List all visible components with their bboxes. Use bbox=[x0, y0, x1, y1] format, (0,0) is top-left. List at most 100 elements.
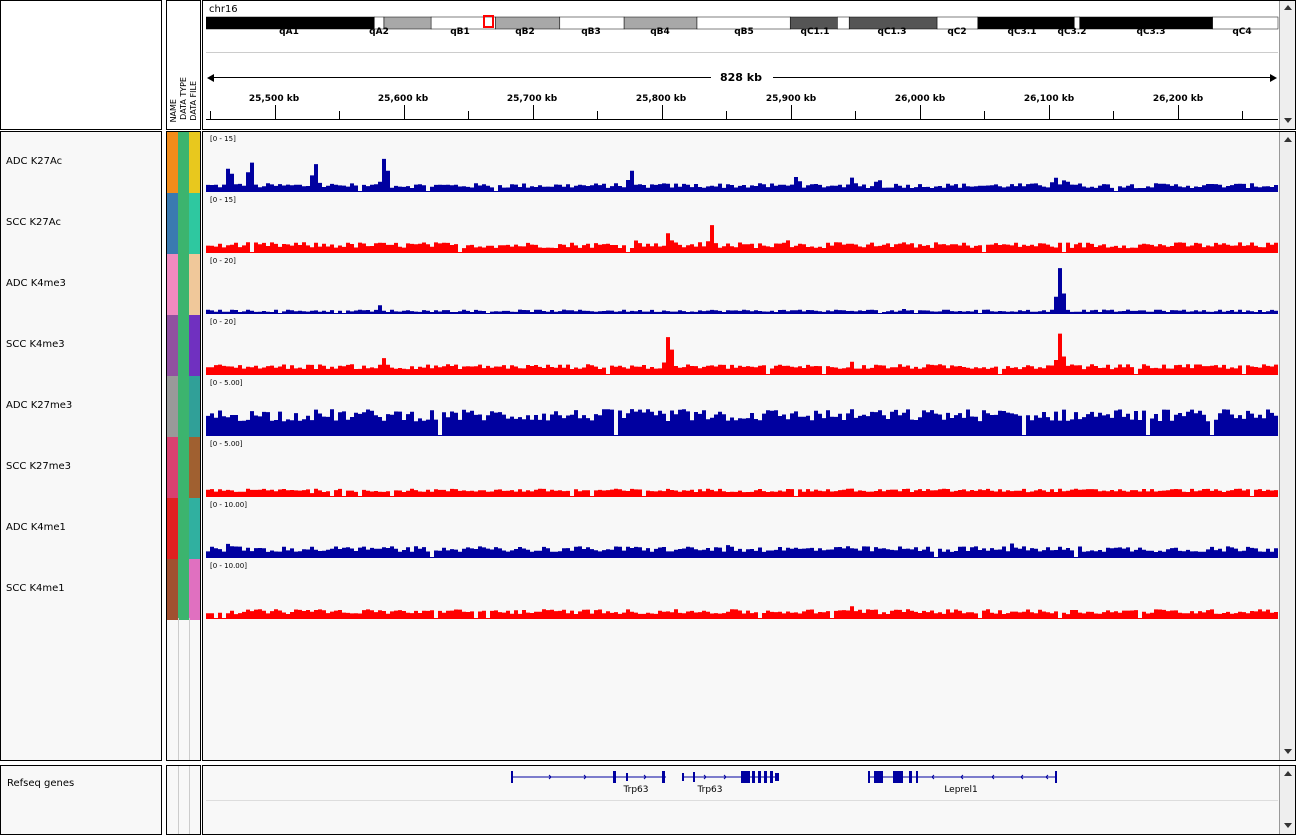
scroll-up-icon[interactable] bbox=[1284, 137, 1292, 142]
attr-cell-data-type[interactable] bbox=[178, 193, 189, 254]
gene-label[interactable]: Leprel1 bbox=[944, 785, 977, 795]
strand-arrow-icon bbox=[1045, 774, 1049, 780]
chromosome-ideogram[interactable] bbox=[206, 16, 1282, 30]
scroll-down-icon[interactable] bbox=[1284, 823, 1292, 828]
scroll-up-icon[interactable] bbox=[1284, 5, 1292, 10]
gene-label[interactable]: Trp63 bbox=[696, 785, 722, 795]
attr-cell-data-type[interactable] bbox=[178, 315, 189, 376]
track-signal[interactable] bbox=[206, 225, 1278, 253]
attr-cell-name[interactable] bbox=[167, 559, 178, 620]
track-name[interactable]: SCC K27me3 bbox=[6, 461, 72, 472]
ruler-tick-label: 25,800 kb bbox=[635, 94, 687, 104]
attr-cell-data-file[interactable] bbox=[189, 254, 200, 315]
attr-cell-name[interactable] bbox=[167, 498, 178, 559]
exon[interactable] bbox=[511, 771, 513, 783]
attr-cell-name[interactable] bbox=[167, 254, 178, 315]
track-signal[interactable] bbox=[206, 333, 1278, 375]
attr-cell-data-file[interactable] bbox=[189, 376, 200, 437]
attr-cell-data-type[interactable] bbox=[178, 254, 189, 315]
track-data-range: [0 - 15] bbox=[210, 196, 236, 204]
attr-cell-data-file[interactable] bbox=[189, 437, 200, 498]
exon[interactable] bbox=[893, 771, 903, 783]
attr-cell-name[interactable] bbox=[167, 132, 178, 193]
attr-cell-name[interactable] bbox=[167, 193, 178, 254]
attr-cell-name[interactable] bbox=[167, 437, 178, 498]
ruler-tick-mark bbox=[1048, 105, 1050, 119]
exon[interactable] bbox=[775, 773, 779, 781]
track-name[interactable]: ADC K27Ac bbox=[6, 156, 63, 167]
attr-cell-data-type[interactable] bbox=[178, 132, 189, 193]
attr-cell-data-file[interactable] bbox=[189, 498, 200, 559]
track-name[interactable]: ADC K27me3 bbox=[6, 400, 73, 411]
scroll-up-icon[interactable] bbox=[1284, 771, 1292, 776]
exon[interactable] bbox=[874, 771, 883, 783]
ruler-tick-mark bbox=[274, 105, 276, 119]
scroll-down-icon[interactable] bbox=[1284, 749, 1292, 754]
exon[interactable] bbox=[613, 771, 616, 783]
attr-cell-data-type[interactable] bbox=[178, 376, 189, 437]
cytoband-label: qB1 bbox=[450, 27, 470, 37]
track-signal[interactable] bbox=[206, 268, 1278, 314]
strand-arrow-icon bbox=[1020, 774, 1024, 780]
exon[interactable] bbox=[626, 773, 628, 781]
scroll-down-icon[interactable] bbox=[1284, 118, 1292, 123]
signal-bars bbox=[206, 333, 1278, 375]
attr-header-data-type[interactable]: DATA TYPE bbox=[179, 77, 188, 120]
gene-plot[interactable]: Trp63 Trp63 Leprel1 bbox=[206, 766, 1281, 834]
attr-header-data-file[interactable]: DATA FILE bbox=[189, 81, 198, 121]
attr-cell-data-file[interactable] bbox=[189, 193, 200, 254]
exon[interactable] bbox=[909, 771, 912, 783]
ruler-tick-mark bbox=[339, 111, 340, 119]
cytoband-label: qA2 bbox=[369, 27, 389, 37]
gene-label[interactable]: Trp63 bbox=[622, 785, 648, 795]
exon[interactable] bbox=[693, 772, 695, 782]
track-signal[interactable] bbox=[206, 606, 1278, 619]
track-name[interactable]: SCC K27Ac bbox=[6, 217, 61, 228]
track-signal[interactable] bbox=[206, 409, 1278, 436]
track-signal[interactable] bbox=[206, 543, 1278, 559]
data-scrollbar[interactable] bbox=[1279, 132, 1295, 760]
exon[interactable] bbox=[682, 773, 684, 781]
ruler-tick-mark bbox=[1113, 111, 1114, 119]
track-name[interactable]: SCC K4me1 bbox=[6, 583, 65, 594]
attr-header-name[interactable]: NAME bbox=[169, 99, 178, 123]
attr-cell-data-file[interactable] bbox=[189, 132, 200, 193]
exon[interactable] bbox=[916, 771, 918, 783]
ideogram-current-region[interactable] bbox=[483, 15, 494, 28]
attr-cell-data-type[interactable] bbox=[178, 559, 189, 620]
exon[interactable] bbox=[741, 771, 750, 783]
gene-track-name[interactable]: Refseq genes bbox=[7, 778, 75, 789]
signal-bars bbox=[206, 488, 1278, 497]
attr-cell-data-type[interactable] bbox=[178, 437, 189, 498]
attr-cell-name[interactable] bbox=[167, 376, 178, 437]
exon[interactable] bbox=[1055, 771, 1057, 783]
header-scrollbar[interactable] bbox=[1279, 1, 1295, 129]
track-signal[interactable] bbox=[206, 488, 1278, 497]
cytoband-qC1.2[interactable] bbox=[837, 16, 850, 30]
exon[interactable] bbox=[752, 771, 755, 783]
attr-cell-name[interactable] bbox=[167, 315, 178, 376]
gene-scrollbar[interactable] bbox=[1279, 766, 1295, 834]
exon[interactable] bbox=[764, 771, 767, 783]
exon[interactable] bbox=[868, 771, 870, 783]
tracks-plot[interactable]: [0 - 15] [0 - 15] [0 - 20] [0 - 20] [0 - 5.0… bbox=[206, 132, 1281, 760]
track-name[interactable]: SCC K4me3 bbox=[6, 339, 65, 350]
strand-arrow-icon bbox=[548, 774, 552, 780]
cytoband-label: qB2 bbox=[515, 27, 535, 37]
track-name[interactable]: ADC K4me3 bbox=[6, 278, 66, 289]
cytoband-label: qB4 bbox=[650, 27, 670, 37]
span-arrow-left-head bbox=[207, 74, 214, 82]
track-name[interactable]: ADC K4me1 bbox=[6, 522, 66, 533]
track-signal[interactable] bbox=[206, 158, 1278, 192]
cytoband-qA2b[interactable] bbox=[383, 16, 432, 30]
chromosome-label[interactable]: chr16 bbox=[209, 4, 238, 15]
ruler-tick-mark bbox=[790, 105, 792, 119]
exon[interactable] bbox=[758, 771, 761, 783]
cytoband-qC4[interactable] bbox=[1212, 16, 1279, 30]
attr-cell-data-file[interactable] bbox=[189, 559, 200, 620]
exon[interactable] bbox=[662, 771, 665, 783]
attr-cell-data-file[interactable] bbox=[189, 315, 200, 376]
ruler-tick-label: 25,500 kb bbox=[248, 94, 300, 104]
attr-cell-data-type[interactable] bbox=[178, 498, 189, 559]
exon[interactable] bbox=[770, 771, 773, 783]
